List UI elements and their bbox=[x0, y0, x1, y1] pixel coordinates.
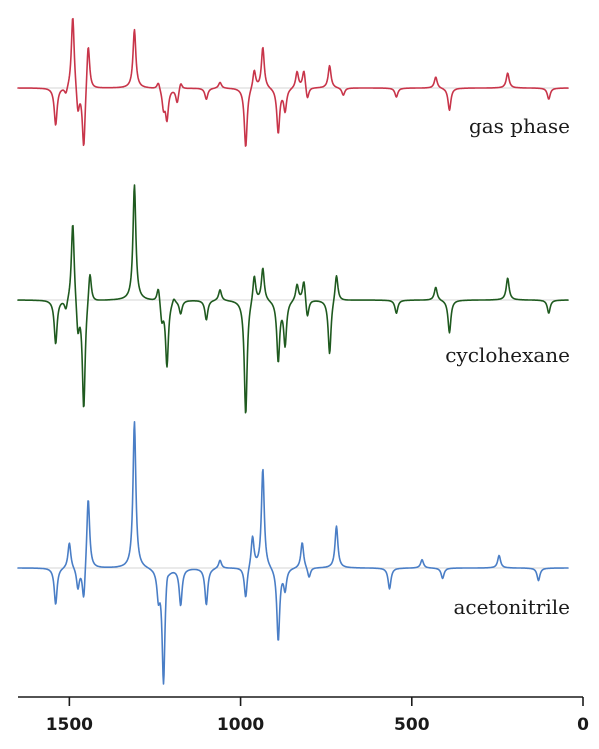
series-label-cyclohexane: cyclohexane bbox=[445, 343, 570, 367]
x-tick-label-500: 500 bbox=[394, 715, 430, 735]
series-labels-group: gas phase cyclohexane acetonitrile bbox=[445, 114, 570, 619]
series-label-acetonitrile: acetonitrile bbox=[453, 595, 570, 619]
series-line-cyclohexane bbox=[17, 184, 569, 414]
series-label-gas-phase: gas phase bbox=[469, 114, 570, 138]
x-tick-label-1000: 1000 bbox=[217, 715, 264, 735]
x-tick-label-1500: 1500 bbox=[46, 715, 93, 735]
x-tick-label-0: 0 bbox=[577, 715, 589, 735]
x-axis: 1500 1000 500 0 bbox=[18, 696, 589, 735]
series-line-acetonitrile bbox=[17, 421, 569, 685]
traces-group bbox=[17, 17, 569, 685]
series-line-gas-phase bbox=[17, 17, 569, 147]
